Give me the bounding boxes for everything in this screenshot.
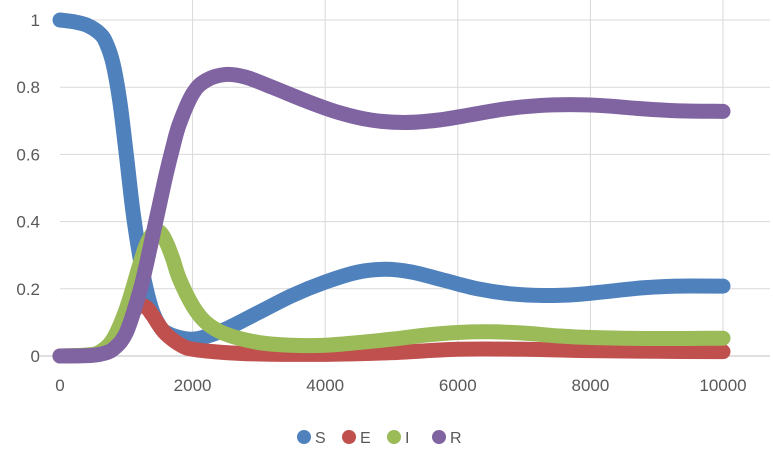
x-tick-label-0: 0 [55,376,64,395]
x-tick-label-2: 4000 [306,376,344,395]
y-tick-label-2: 0.4 [16,213,40,232]
y-tick-label-0: 0 [31,347,40,366]
legend-label-I: I [405,430,409,447]
legend-marker-I [387,430,401,444]
legend-marker-R [432,430,446,444]
x-axis: 0 2000 4000 6000 8000 10000 [55,376,746,395]
x-tick-label-5: 10000 [699,376,746,395]
y-axis: 0 0.2 0.4 0.6 0.8 1 [16,11,40,366]
y-tick-label-3: 0.6 [16,145,40,164]
legend-label-E: E [360,430,371,447]
series-E-line [52,297,731,364]
x-tick-label-1: 2000 [174,376,212,395]
series-R-line [52,66,731,364]
x-tick-label-4: 8000 [571,376,609,395]
x-tick-label-3: 6000 [439,376,477,395]
y-tick-label-5: 1 [31,11,40,30]
series-layer [52,12,731,364]
legend-label-S: S [315,430,326,447]
legend-marker-E [342,430,356,444]
series-S-line [52,12,731,347]
legend-marker-S [297,430,311,444]
y-tick-label-4: 0.8 [16,78,40,97]
y-tick-label-1: 0.2 [16,280,40,299]
legend-label-R: R [450,430,462,447]
